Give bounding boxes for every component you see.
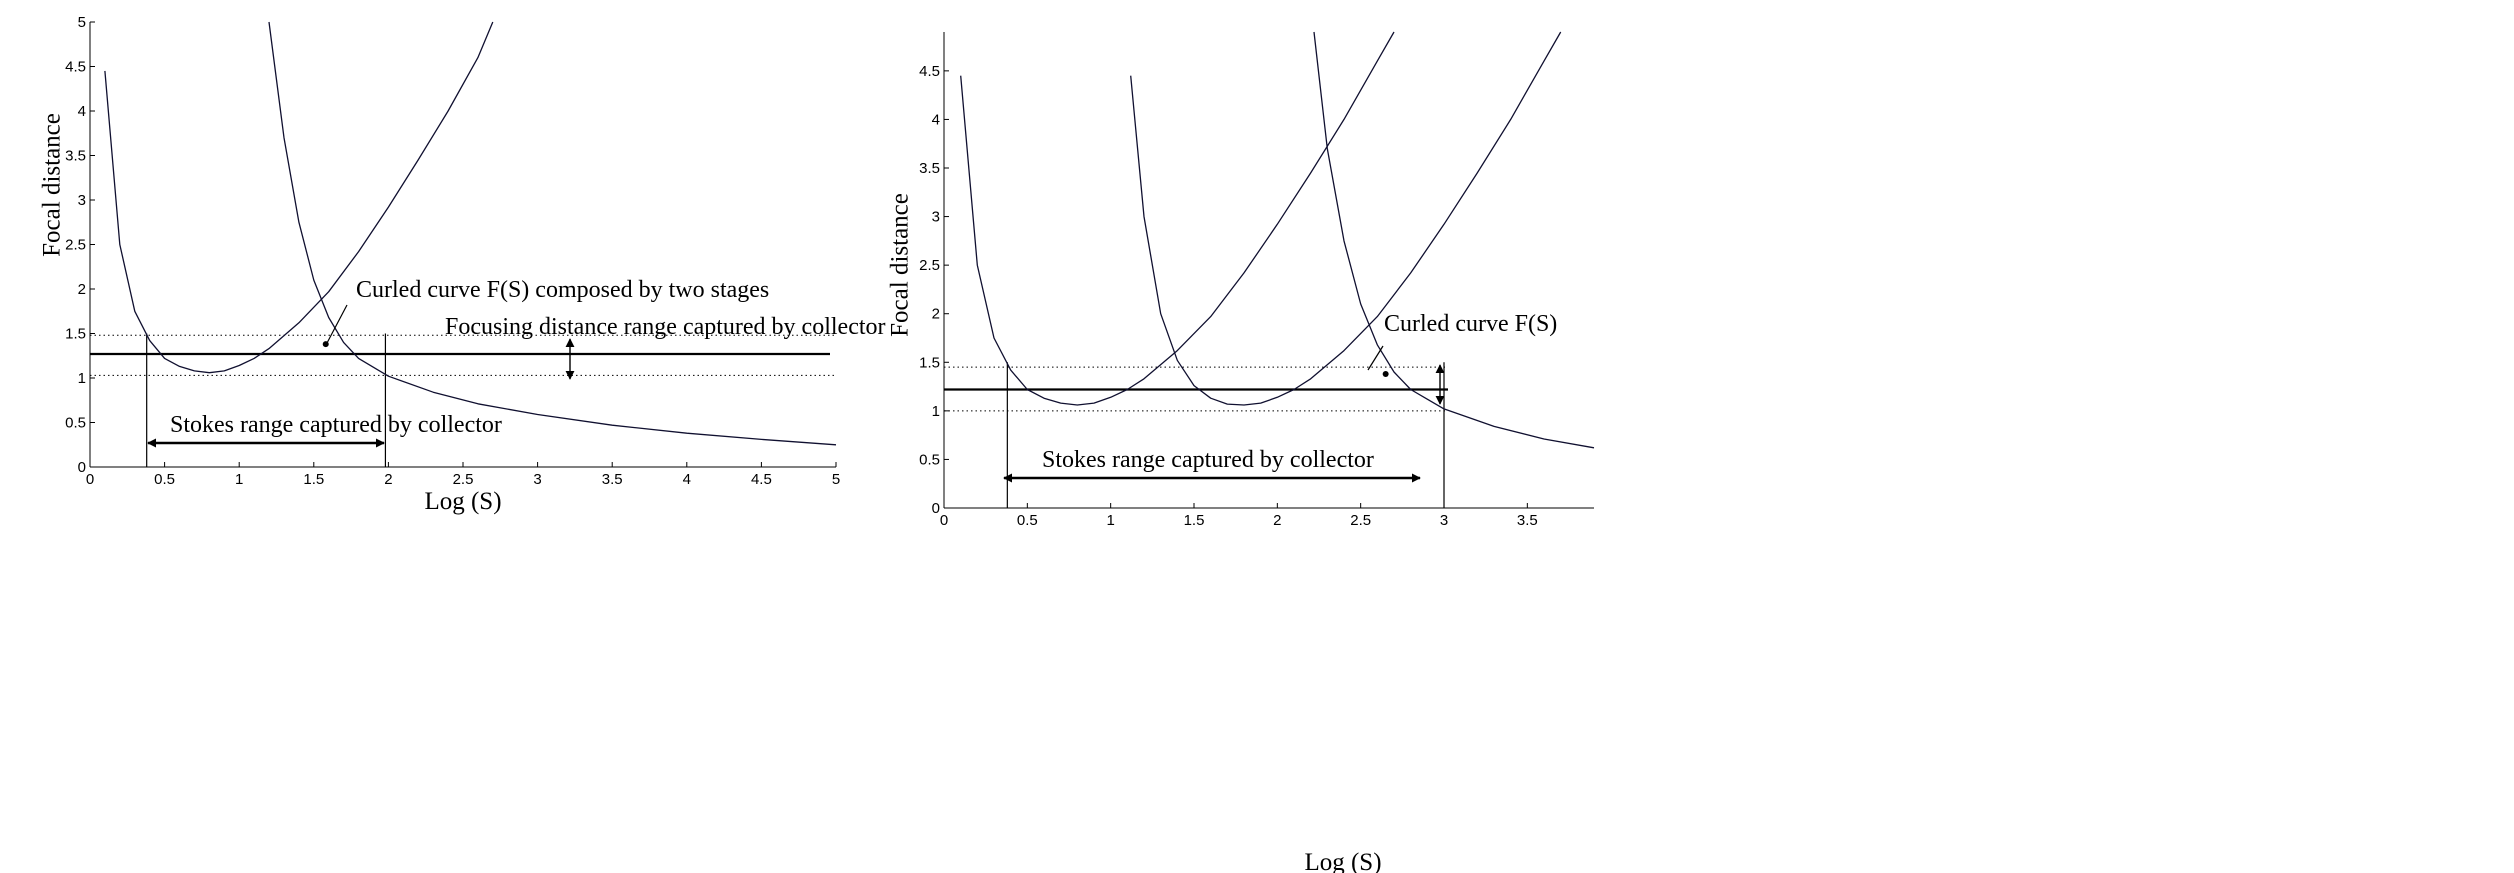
left-y-tick-label: 3.5 xyxy=(65,148,86,165)
right-y-tick-label: 4 xyxy=(932,111,940,128)
right-curve-1 xyxy=(960,31,1395,406)
right-y-tick-label: 4.5 xyxy=(919,63,940,80)
right-curve-3 xyxy=(1313,31,1595,449)
left-x-tick-label: 1 xyxy=(235,471,243,488)
left-y-tick-label: 0.5 xyxy=(65,415,86,432)
right-curled-curve-marker xyxy=(1382,370,1389,377)
right-y-tick-label: 0 xyxy=(932,500,940,517)
right-x-tick-label: 3 xyxy=(1440,512,1448,529)
left-curve-2 xyxy=(268,21,837,446)
left-x-tick-label: 0 xyxy=(86,471,94,488)
left-x-tick-label: 0.5 xyxy=(154,471,175,488)
left-x-tick-label: 2 xyxy=(384,471,392,488)
right-y-tick-label: 0.5 xyxy=(919,451,940,468)
right-y-tick-label: 2 xyxy=(932,306,940,323)
left-chart-panel: 0 0.5 1 1.5 2 2.5 3 3.5 4 4.5 5 0 0.5 1 1.5 2 2.5 3 3.5 4 4.… xyxy=(39,14,886,515)
left-y-tick-label: 5 xyxy=(78,14,86,31)
right-chart-panel: 0 0.5 1 1.5 2 2.5 3 3.5 0 0.5 1 1.5 2 2.5 3 3.5 4 4.5 Foc… xyxy=(887,31,1595,873)
left-x-tick-label: 1.5 xyxy=(303,471,324,488)
left-stokes-range-annotation: Stokes range captured by collector xyxy=(170,412,502,438)
left-y-tick-label: 1.5 xyxy=(65,326,86,343)
right-x-tick-label: 1 xyxy=(1106,512,1114,529)
right-x-tick-label: 1.5 xyxy=(1184,512,1205,529)
left-x-tick-label: 2.5 xyxy=(453,471,474,488)
right-x-axis-label: Log (S) xyxy=(1304,849,1381,873)
right-x-tick-label: 0.5 xyxy=(1017,512,1038,529)
left-y-tick-label: 2.5 xyxy=(65,237,86,254)
left-y-tick-label: 4.5 xyxy=(65,59,86,76)
right-curled-curve-annotation: Curled curve F(S) xyxy=(1384,311,1557,337)
left-y-tick-label: 2 xyxy=(78,281,86,298)
left-x-tick-label: 5 xyxy=(832,471,840,488)
right-x-tick-label: 3.5 xyxy=(1517,512,1538,529)
right-stokes-range-annotation: Stokes range captured by collector xyxy=(1042,447,1374,473)
left-y-tick-label: 3 xyxy=(78,192,86,209)
left-y-tick-label: 1 xyxy=(78,370,86,387)
right-y-tick-label: 3.5 xyxy=(919,160,940,177)
right-x-tick-label: 2 xyxy=(1273,512,1281,529)
left-y-tick-label: 0 xyxy=(78,459,86,476)
right-y-axis-label: Focal distance xyxy=(887,193,914,337)
right-y-tick-label: 1 xyxy=(932,403,940,420)
left-x-tick-label: 3.5 xyxy=(602,471,623,488)
left-x-tick-label: 4.5 xyxy=(751,471,772,488)
right-x-tick-label: 2.5 xyxy=(1350,512,1371,529)
right-y-tick-label: 3 xyxy=(932,209,940,226)
left-x-tick-label: 4 xyxy=(683,471,691,488)
right-x-tick-label: 0 xyxy=(940,512,948,529)
left-x-tick-label: 3 xyxy=(533,471,541,488)
left-curled-curve-leader-line xyxy=(326,304,348,344)
left-curve-1 xyxy=(104,21,494,374)
left-focusing-range-annotation: Focusing distance range captured by coll… xyxy=(445,314,886,340)
right-y-tick-label: 1.5 xyxy=(919,354,940,371)
right-curve-2 xyxy=(1130,31,1562,406)
left-curled-curve-annotation: Curled curve F(S) composed by two stages xyxy=(356,277,769,303)
left-x-axis-label: Log (S) xyxy=(424,488,501,515)
left-y-tick-label: 4 xyxy=(78,103,86,120)
right-y-tick-label: 2.5 xyxy=(919,257,940,274)
left-y-axis-label: Focal distance xyxy=(39,113,66,257)
right-curled-curve-leader-line xyxy=(1367,345,1384,371)
